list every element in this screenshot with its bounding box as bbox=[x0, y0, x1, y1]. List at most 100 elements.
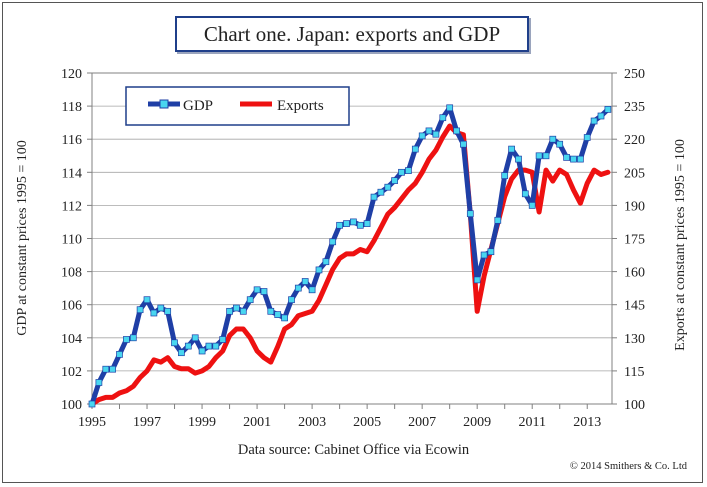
x-tick-label: 2003 bbox=[298, 415, 326, 430]
gdp-point bbox=[253, 286, 261, 294]
source-note: Data source: Cabinet Office via Ecowin bbox=[237, 442, 470, 458]
y2-tick-label: 250 bbox=[624, 67, 645, 82]
gdp-point bbox=[604, 106, 612, 113]
chart-title: Chart one. Japan: exports and GDP bbox=[175, 16, 529, 52]
y-tick-label: 100 bbox=[61, 398, 82, 413]
gdp-point bbox=[150, 309, 158, 317]
gdp-point bbox=[542, 152, 550, 160]
x-tick-label: 2001 bbox=[243, 415, 271, 430]
copyright-note: © 2014 Smithers & Co. Ltd bbox=[569, 461, 687, 472]
legend: GDP Exports bbox=[125, 86, 350, 126]
gdp-point bbox=[343, 220, 350, 227]
x-tick-label: 2011 bbox=[518, 415, 545, 430]
gdp-point bbox=[453, 127, 460, 135]
chart-frame bbox=[2, 2, 703, 483]
y-tick-label: 116 bbox=[62, 133, 82, 148]
gdp-point bbox=[583, 134, 591, 141]
x-tick-label: 1995 bbox=[78, 415, 106, 430]
y-tick-label: 104 bbox=[61, 332, 82, 347]
series-gdp-line bbox=[89, 105, 611, 407]
gdp-point bbox=[577, 155, 584, 163]
gdp-point bbox=[521, 190, 529, 198]
gdp-point bbox=[432, 130, 440, 138]
gdp-point bbox=[466, 210, 474, 218]
y2-tick-label: 160 bbox=[624, 266, 645, 281]
gdp-point bbox=[370, 193, 378, 201]
gdp-point bbox=[171, 339, 178, 347]
gdp-point bbox=[398, 168, 405, 176]
gdp-point bbox=[157, 304, 165, 312]
y2-tick-label: 145 bbox=[624, 299, 645, 314]
gdp-point bbox=[377, 188, 385, 196]
gdp-point bbox=[288, 296, 295, 304]
gdp-point bbox=[556, 140, 564, 148]
gdp-point bbox=[494, 216, 502, 224]
x-tick-label: 2005 bbox=[353, 415, 381, 430]
y2-tick-label: 175 bbox=[624, 233, 645, 248]
gdp-point bbox=[425, 127, 433, 135]
y2-tick-label: 130 bbox=[624, 332, 645, 347]
gdp-point bbox=[329, 238, 337, 246]
gdp-point bbox=[246, 296, 254, 304]
gdp-point bbox=[239, 307, 247, 315]
gdp-point bbox=[549, 135, 557, 143]
y2-tick-label: 205 bbox=[624, 166, 645, 181]
gdp-point bbox=[274, 311, 282, 318]
y2-tick-label: 100 bbox=[624, 398, 645, 413]
gdp-point bbox=[350, 218, 357, 226]
gdp-point bbox=[116, 351, 123, 358]
gdp-point bbox=[590, 117, 598, 125]
gdp-point bbox=[487, 248, 495, 256]
gdp-point bbox=[528, 202, 536, 209]
y-axis-left: 100 102 104 106 108 110 112 114 116 118 120 bbox=[61, 67, 92, 413]
gdp-point bbox=[391, 177, 398, 184]
gdp-point bbox=[439, 114, 447, 122]
x-tick-label: 1997 bbox=[133, 415, 161, 430]
gdp-point bbox=[294, 284, 302, 292]
gdp-point bbox=[198, 347, 206, 355]
gdp-point bbox=[260, 288, 268, 295]
series-exports-line bbox=[89, 123, 611, 407]
gdp-point bbox=[356, 221, 364, 229]
gdp-point bbox=[473, 276, 481, 284]
gdp-point bbox=[212, 342, 220, 350]
y-axis-left-label: GDP at constant prices 1995 = 100 bbox=[15, 140, 30, 336]
gdp-point bbox=[597, 112, 605, 120]
gdp-point bbox=[570, 155, 577, 163]
gdp-point bbox=[535, 152, 543, 160]
gdp-point bbox=[95, 379, 103, 386]
gdp-point bbox=[363, 220, 371, 227]
y-tick-label: 102 bbox=[61, 365, 82, 380]
y-tick-label: 120 bbox=[61, 67, 82, 82]
y-tick-label: 108 bbox=[61, 266, 82, 281]
y-tick-label: 112 bbox=[62, 199, 82, 214]
series-group bbox=[88, 104, 612, 408]
gdp-point bbox=[501, 172, 509, 179]
gdp-point bbox=[219, 336, 227, 343]
y2-tick-label: 115 bbox=[624, 365, 644, 380]
gdp-point bbox=[336, 221, 343, 229]
gdp-point bbox=[515, 155, 522, 163]
legend-gdp-marker bbox=[159, 99, 169, 109]
gdp-point bbox=[267, 307, 275, 315]
gdp-point bbox=[281, 314, 288, 322]
y-tick-label: 114 bbox=[62, 166, 82, 181]
gdp-point bbox=[460, 140, 467, 148]
x-tick-label: 1999 bbox=[188, 415, 216, 430]
gdp-point bbox=[508, 145, 515, 153]
x-axis: 1995 1997 1999 2001 2003 2005 2007 2009 2011 2013 bbox=[78, 404, 601, 430]
y-tick-label: 110 bbox=[62, 233, 82, 248]
gdp-point bbox=[322, 258, 330, 266]
gdp-point bbox=[143, 296, 151, 304]
gdp-point bbox=[411, 145, 419, 153]
gdp-point bbox=[102, 365, 110, 373]
legend-exports-label: Exports bbox=[277, 98, 324, 114]
gdp-point bbox=[136, 306, 144, 314]
gdp-point bbox=[233, 304, 240, 312]
gdp-point bbox=[178, 349, 185, 357]
gdp-point bbox=[384, 183, 392, 191]
gdp-point bbox=[205, 342, 213, 350]
y-tick-label: 118 bbox=[62, 100, 82, 115]
gdp-point bbox=[164, 307, 172, 315]
gdp-point bbox=[301, 278, 309, 285]
